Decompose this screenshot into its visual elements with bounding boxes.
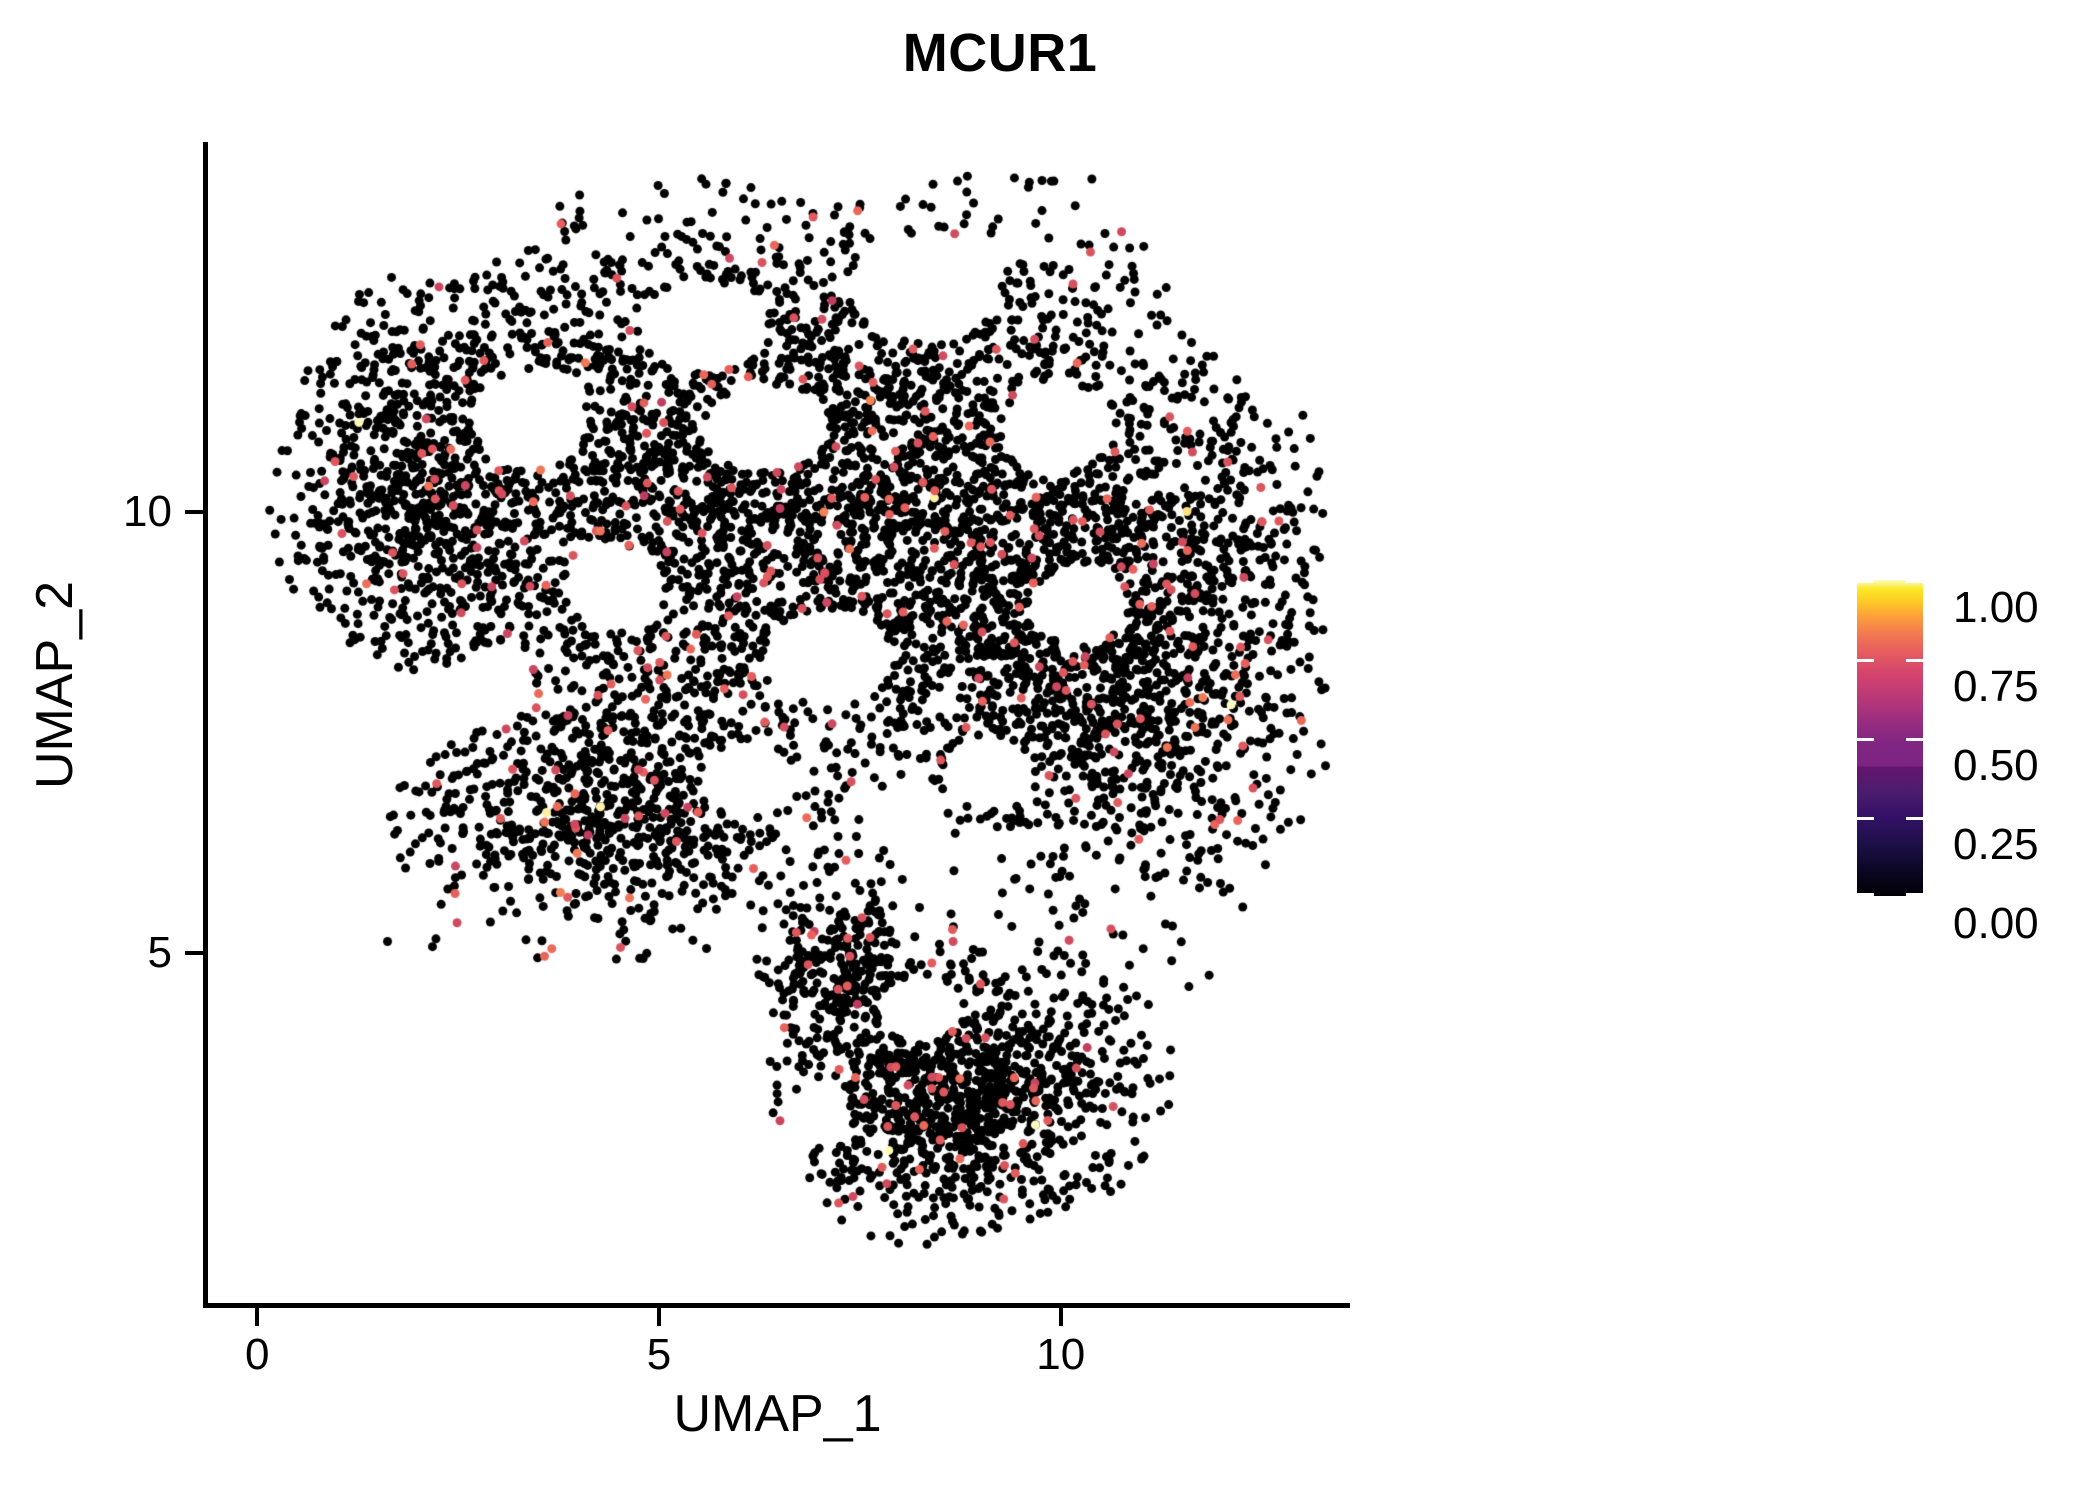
x-axis-line xyxy=(203,1303,1350,1308)
legend-label-0-75: 0.75 xyxy=(1953,662,2039,711)
y-tick-label-10: 10 xyxy=(123,487,172,537)
colorbar-tick-0-75-left xyxy=(1857,659,1874,662)
x-tick-mark-5 xyxy=(656,1308,661,1326)
x-tick-label-5: 5 xyxy=(646,1330,672,1379)
colorbar-tick-0-75-right xyxy=(1906,659,1923,662)
y-axis-title: UMAP_2 xyxy=(26,580,84,790)
colorbar-tick-0-25-left xyxy=(1857,817,1874,820)
x-tick-mark-10 xyxy=(1058,1308,1063,1326)
y-axis-line xyxy=(203,142,208,1308)
colorbar-tick-0-50-right xyxy=(1906,738,1923,741)
y-tick-mark-10 xyxy=(185,510,203,515)
colorbar-tick-1-00-right xyxy=(1906,580,1923,583)
legend-label-0-25: 0.25 xyxy=(1953,820,2039,869)
x-axis-title: UMAP_1 xyxy=(673,1385,882,1443)
x-tick-mark-0 xyxy=(255,1308,260,1326)
colorbar-tick-0-00-left xyxy=(1857,893,1874,896)
colorbar-tick-0-50-left xyxy=(1857,738,1874,741)
legend-colorbar[interactable]: 1.00 0.75 0.50 0.25 0.00 xyxy=(1857,580,2087,948)
scatter-points-canvas[interactable] xyxy=(205,142,1350,1305)
colorbar-tick-0-00-right xyxy=(1906,893,1923,896)
y-tick-label-5: 5 xyxy=(147,927,172,977)
legend-label-1-00: 1.00 xyxy=(1953,583,2039,632)
colorbar-tick-1-00-left xyxy=(1857,580,1874,583)
legend-label-0-50: 0.50 xyxy=(1953,741,2039,790)
page-title: MCUR1 xyxy=(902,23,1098,83)
colorbar-tick-0-25-right xyxy=(1906,817,1923,820)
x-tick-label-0: 0 xyxy=(244,1330,270,1379)
y-tick-mark-5 xyxy=(185,950,203,955)
scatter-plot-panel[interactable] xyxy=(205,142,1350,1305)
legend-label-0-00: 0.00 xyxy=(1953,899,2039,948)
x-tick-label-10: 10 xyxy=(1036,1330,1086,1379)
